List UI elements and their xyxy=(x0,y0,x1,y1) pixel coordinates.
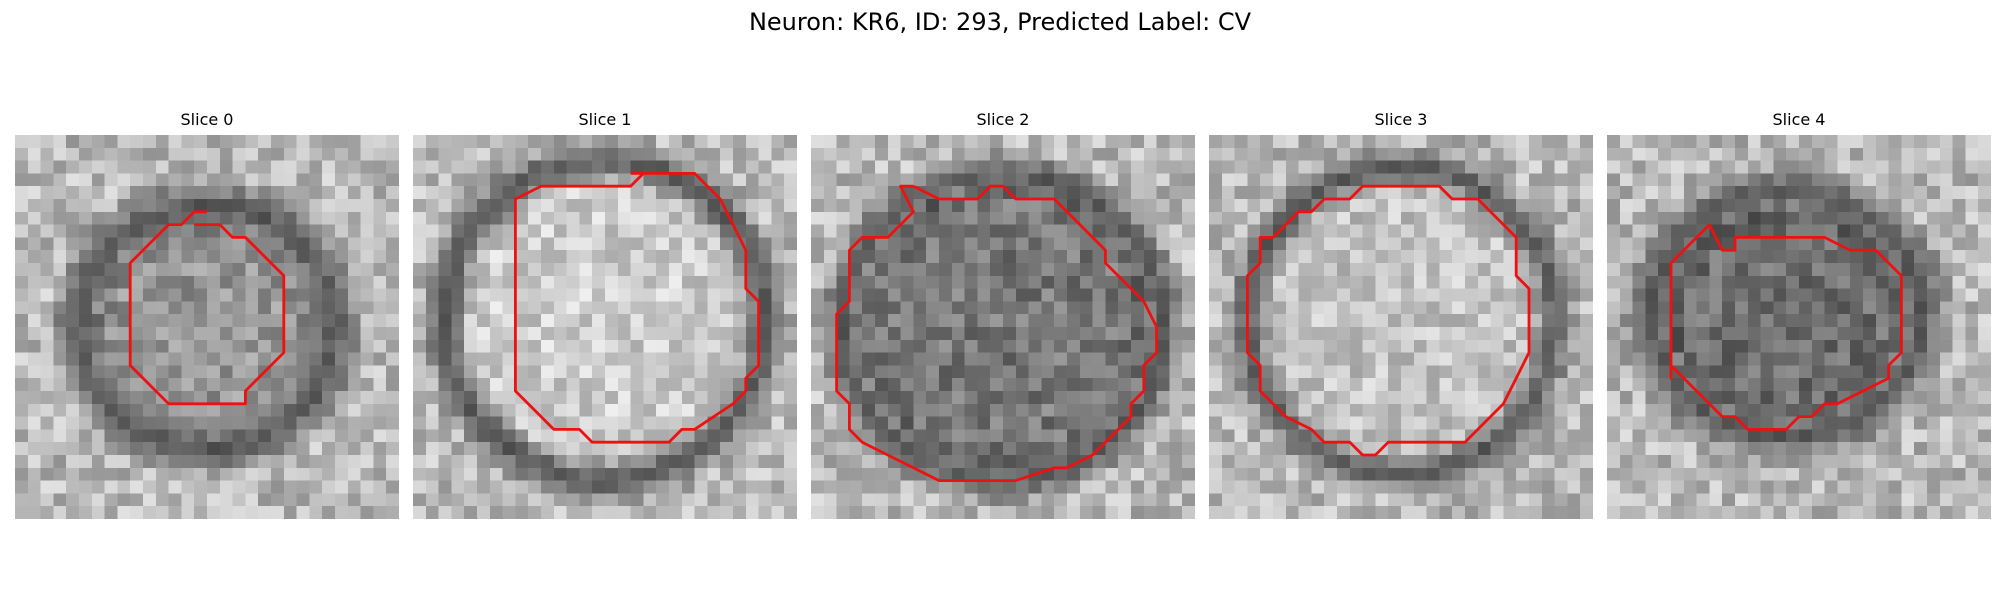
cell-contour xyxy=(1245,184,1531,457)
slice-panel-2: Slice 2 xyxy=(811,108,1195,519)
cell-contour xyxy=(128,210,286,406)
slice-title: Slice 2 xyxy=(976,110,1030,129)
slice-panel-1: Slice 1 xyxy=(413,108,797,519)
slice-title: Slice 0 xyxy=(180,110,234,129)
slice-image xyxy=(811,135,1195,519)
figure-title: Neuron: KR6, ID: 293, Predicted Label: C… xyxy=(748,8,1252,36)
contour-overlay xyxy=(835,184,1159,483)
contour-overlay xyxy=(513,171,761,444)
slice-image xyxy=(413,135,797,519)
cell-contour xyxy=(513,171,761,444)
slice-title: Slice 3 xyxy=(1374,110,1428,129)
cell-contour xyxy=(1669,223,1903,431)
contour-overlay xyxy=(1669,223,1903,431)
slice-title: Slice 4 xyxy=(1772,110,1826,129)
slice-panel-3: Slice 3 xyxy=(1209,108,1593,519)
contour-overlay xyxy=(1245,184,1531,457)
slice-title: Slice 1 xyxy=(578,110,632,129)
contour-overlay xyxy=(128,210,286,406)
slice-image xyxy=(15,135,399,519)
cell-contour xyxy=(835,184,1159,483)
slice-panel-4: Slice 4 xyxy=(1607,108,1991,519)
slice-panel-0: Slice 0 xyxy=(15,108,399,519)
